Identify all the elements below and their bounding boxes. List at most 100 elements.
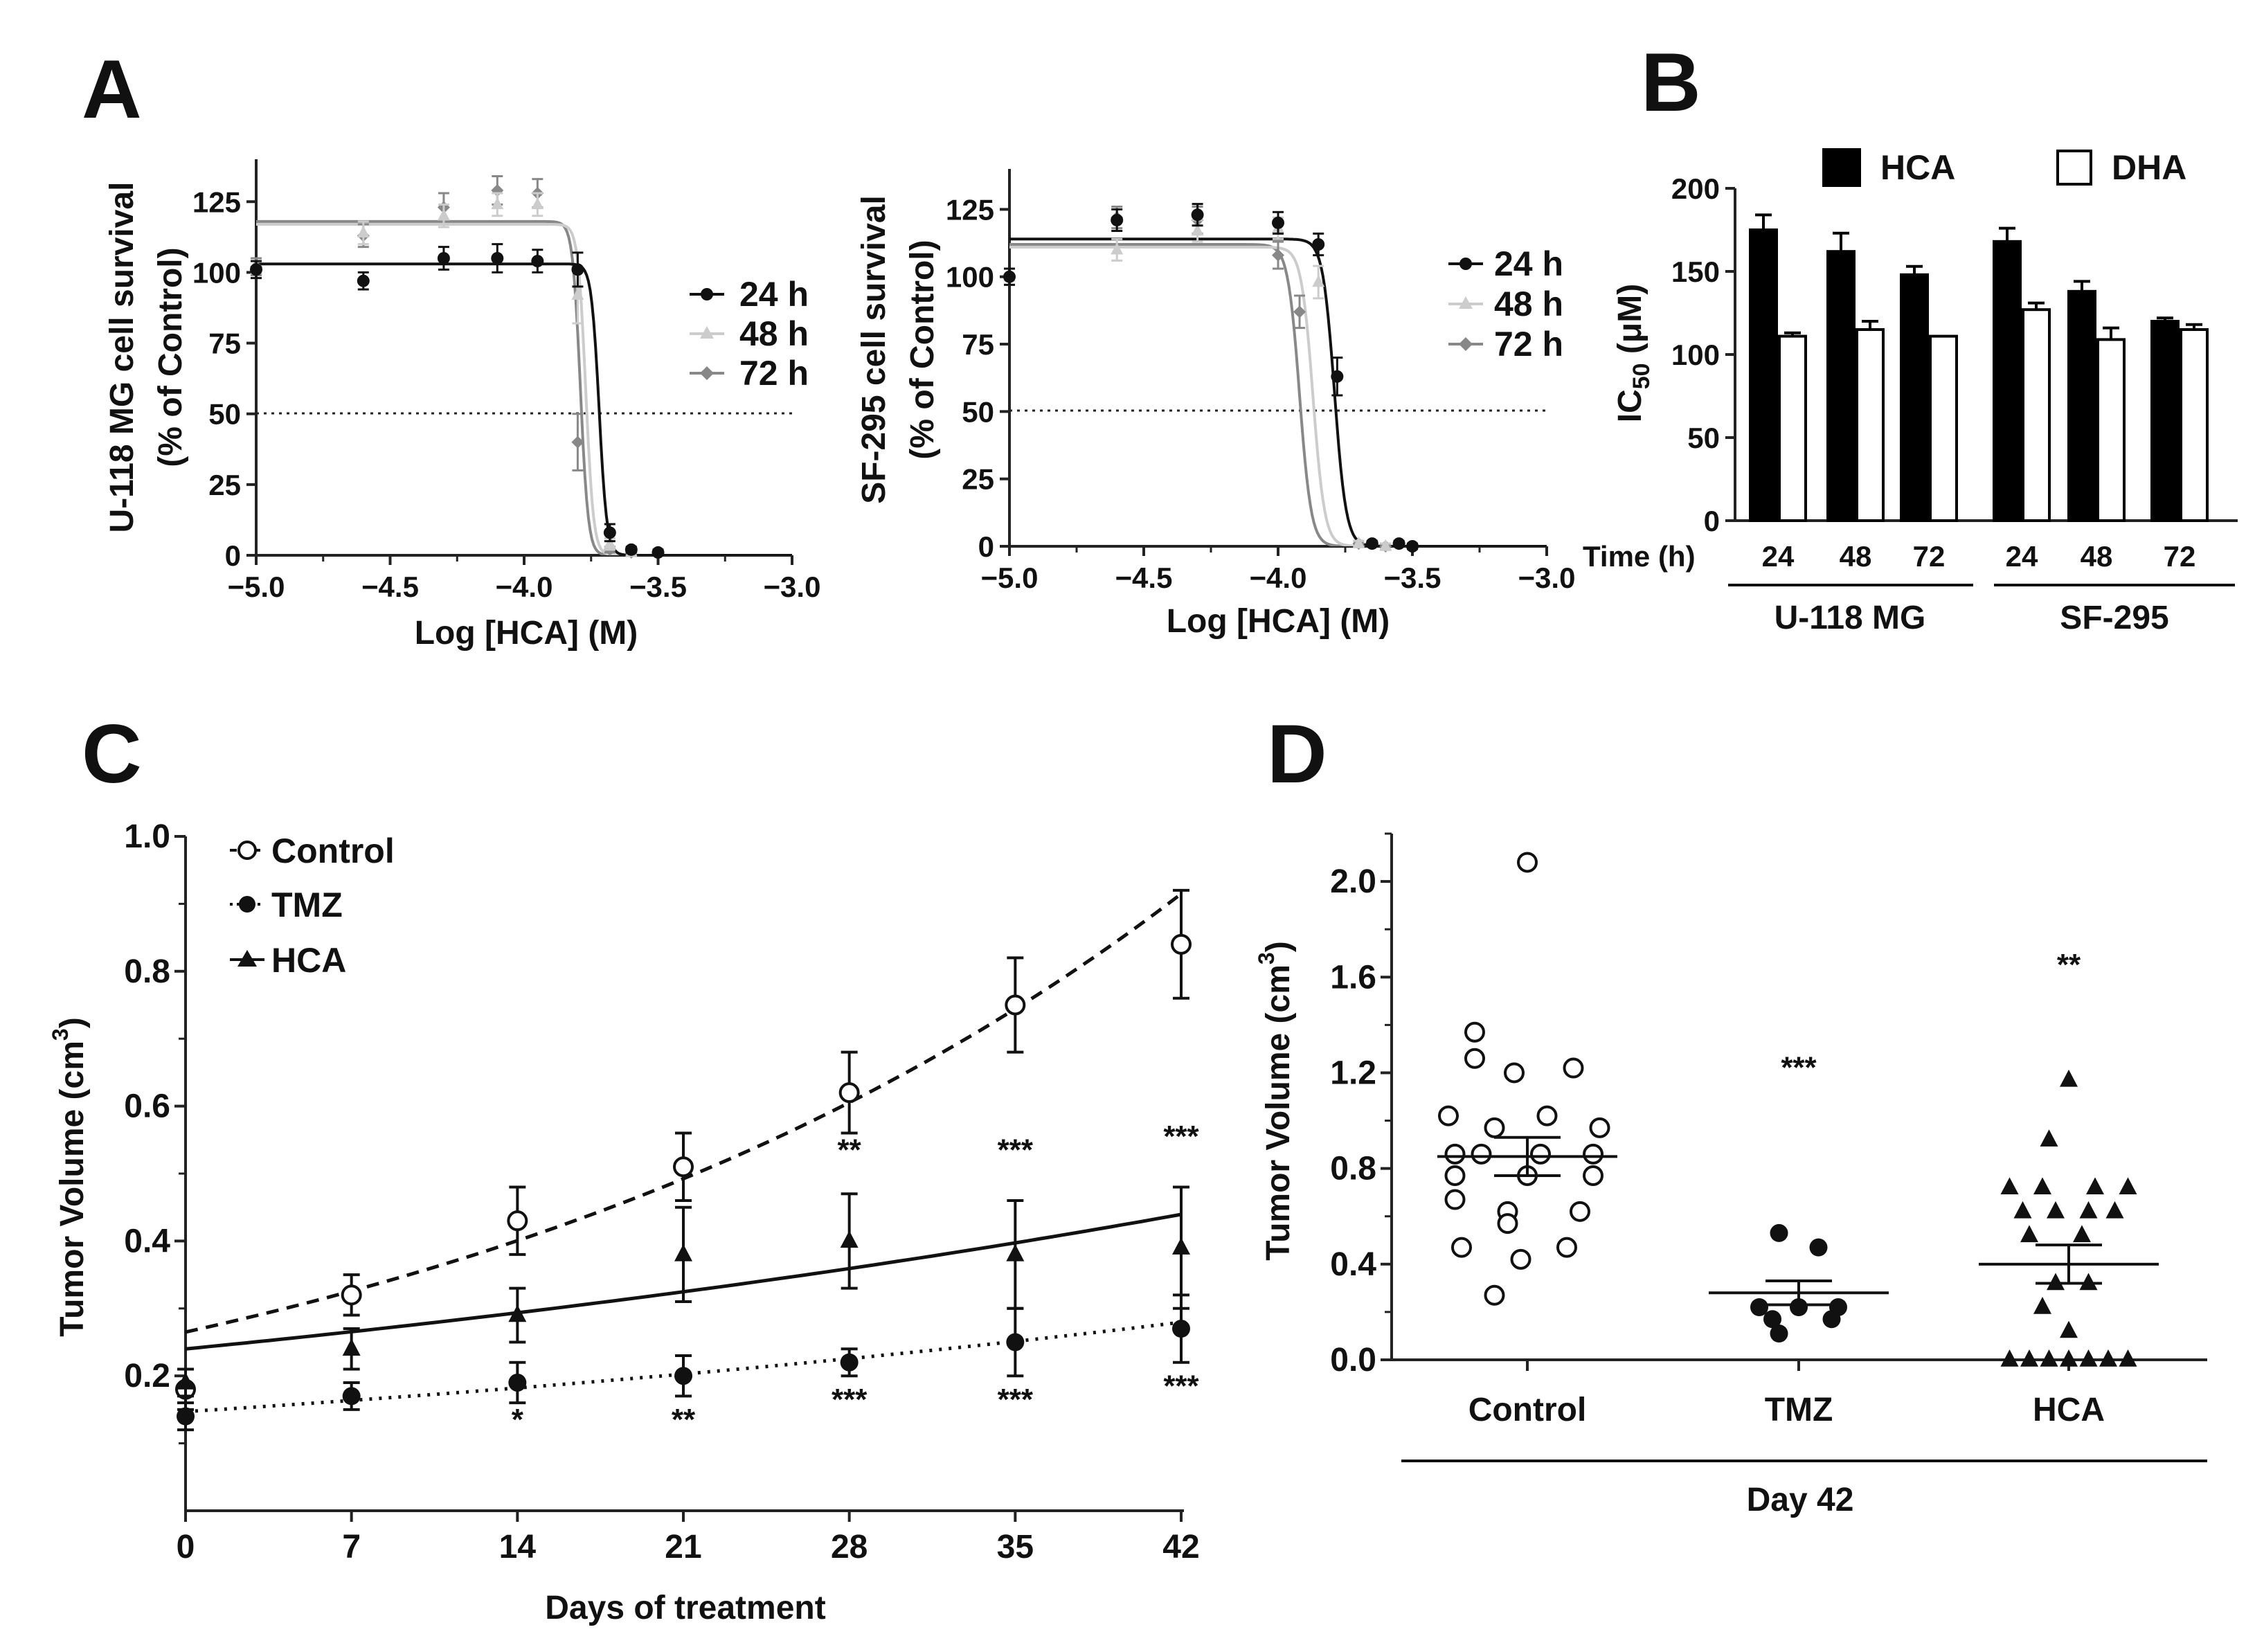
significance-label: ***: [998, 1133, 1034, 1167]
data-point: [571, 436, 584, 449]
data-point-hca: [508, 1304, 527, 1322]
panel-letter-a: A: [82, 43, 142, 136]
y-axis-label-line2: (% of Control): [904, 240, 941, 459]
data-point-tmz: [1172, 1320, 1190, 1338]
legend: Control TMZ HCA: [230, 832, 395, 980]
fit-curve-24h: [256, 262, 792, 555]
bar-hca: [1993, 240, 2022, 522]
y-tick-label: 75: [962, 328, 994, 361]
x-tick-label: 35: [997, 1529, 1034, 1565]
y-axis-label: Tumor Volume (cm3): [1254, 941, 1297, 1260]
panel-letter-d: D: [1267, 708, 1327, 800]
data-point-control: [1517, 852, 1538, 873]
data-point-tmz: [1750, 1298, 1768, 1316]
y-tick-label: 0.8: [1330, 1151, 1376, 1187]
legend-marker-72h: [700, 366, 714, 380]
data-point-hca: [2079, 1349, 2098, 1367]
legend-swatch-dha: [2056, 150, 2092, 186]
data-point: [491, 197, 504, 210]
y-tick-label: 1.2: [1330, 1054, 1376, 1091]
data-point: [250, 263, 262, 276]
x-category-label: Control: [1468, 1392, 1587, 1428]
data-point-tmz: [1809, 1238, 1828, 1257]
fit-curve-48h: [1009, 245, 1547, 546]
data-point: [1272, 216, 1284, 229]
data-point-control: [1471, 1143, 1492, 1165]
significance-label: **: [838, 1133, 862, 1167]
x-category-label: HCA: [2033, 1392, 2105, 1428]
y-tick-label: 1.6: [1330, 959, 1376, 996]
data-point: [1191, 224, 1204, 236]
legend-marker-hca: [237, 950, 257, 967]
data-point: [571, 263, 584, 276]
data-point: [1406, 540, 1419, 553]
legend-24h: 24 h: [739, 275, 809, 314]
fit-curve-72h: [1009, 243, 1547, 546]
chart-a1-u118: −5.0 −4.5 −4.0 −3.5 −3.0 0 25 50 75 100 125 Log [H…: [104, 159, 820, 652]
significance-label: ***: [1163, 1369, 1199, 1403]
data-point: [531, 255, 544, 268]
data-point-control: [1005, 994, 1026, 1016]
x-tick-label: −4.0: [1250, 562, 1307, 594]
data-point-control: [1556, 1237, 1577, 1258]
x-category-label: 48: [2081, 540, 2113, 573]
data-point: [357, 274, 370, 287]
data-point-control: [1504, 1062, 1525, 1084]
significance-label: **: [672, 1403, 696, 1437]
data-point: [652, 546, 665, 559]
data-point-tmz: [1006, 1333, 1025, 1352]
legend-marker-24h: [701, 288, 713, 300]
data-point: [603, 537, 616, 549]
data-point: [1293, 305, 1306, 318]
legend-hca: HCA: [271, 941, 346, 980]
y-tick-label: 0.6: [124, 1088, 170, 1125]
bar-hca: [2067, 289, 2096, 522]
x-category-label: 24: [1762, 540, 1795, 573]
fit-curve-24h: [1009, 237, 1547, 546]
x-category-label: TMZ: [1765, 1392, 1833, 1428]
data-point-hca: [2105, 1201, 2124, 1219]
y-tick-label: 25: [962, 463, 994, 496]
data-point-hca: [2020, 1225, 2038, 1243]
data-point-control: [1171, 933, 1192, 955]
data-point-hca: [1172, 1237, 1190, 1255]
significance-label: ***: [1163, 1120, 1199, 1153]
y-axis-label-line2: (% of Control): [152, 247, 189, 467]
data-point-hca: [2033, 1297, 2051, 1314]
data-point-hca: [342, 1338, 361, 1356]
x-tick-label: 28: [831, 1529, 868, 1565]
y-tick-label: 50: [962, 395, 994, 428]
y-tick-label: 0.2: [124, 1358, 170, 1394]
data-point-tmz: [1790, 1298, 1808, 1316]
data-point-control: [673, 1156, 694, 1178]
legend-marker-24h: [1459, 258, 1472, 270]
data-point-hca: [2047, 1201, 2065, 1219]
data-point-control: [838, 1082, 860, 1104]
x-tick-label: −4.0: [496, 571, 553, 603]
data-point-hca: [2079, 1273, 2098, 1291]
data-point-control: [1464, 1048, 1485, 1069]
data-point: [437, 208, 450, 221]
data-point: [1272, 249, 1284, 262]
data-point-control: [1536, 1105, 1558, 1126]
y-tick-label: 0.4: [1330, 1246, 1376, 1283]
y-tick-label: 1.0: [124, 818, 170, 855]
panel-letter-b: B: [1641, 36, 1701, 129]
data-point-hca: [2060, 1320, 2078, 1338]
data-point-hca: [2040, 1129, 2058, 1147]
data-point-hca: [2073, 1225, 2091, 1243]
data-point-control: [1451, 1237, 1472, 1258]
data-point-control: [507, 1210, 528, 1232]
data-point-control: [1583, 1165, 1603, 1186]
data-point-hca: [674, 1244, 692, 1262]
fit-curve-48h: [256, 223, 792, 555]
legend-dha: DHA: [2112, 148, 2186, 187]
x-tick-label: 14: [499, 1529, 537, 1565]
x-tick-label: 21: [665, 1529, 701, 1565]
y-tick-label: 0: [225, 539, 241, 572]
legend: 24 h 48 h 72 h: [1448, 244, 1563, 363]
y-tick-label: 100: [1671, 339, 1720, 371]
data-point: [357, 225, 370, 237]
x-category-label: 72: [1913, 540, 1946, 573]
data-point-control: [1530, 1143, 1551, 1165]
